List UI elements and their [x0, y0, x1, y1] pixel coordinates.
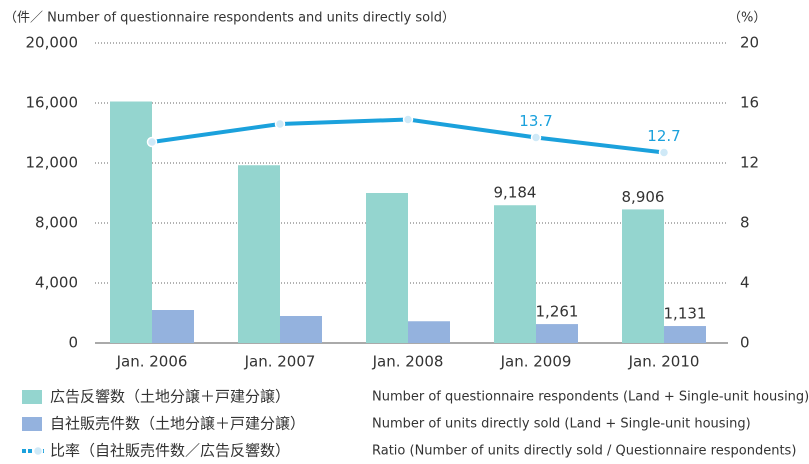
bar: [664, 326, 706, 343]
y-axis-label: （件／ Number of questionnaire respondents …: [4, 11, 455, 26]
x-tick-label: Jan. 2006: [116, 353, 188, 371]
y-tick-label: 4,000: [35, 274, 78, 292]
legend-swatch: [22, 390, 42, 404]
bar: [494, 205, 536, 343]
line-marker: [146, 136, 158, 148]
data-label: 13.7: [519, 112, 552, 130]
x-tick-label: Jan. 2010: [628, 353, 700, 371]
bar: [152, 310, 194, 343]
y-tick-label: 8,000: [35, 214, 78, 232]
legend-label: 自社販売件数（土地分譲＋戸建分譲）: [50, 415, 305, 433]
legend-label: Number of units directly sold (Land + Si…: [372, 417, 751, 432]
y2-tick-label: 12: [740, 154, 759, 172]
y2-tick-label: 20: [740, 34, 759, 52]
bar: [536, 324, 578, 343]
bar: [280, 316, 322, 343]
data-label: 1,261: [536, 303, 579, 321]
data-label: 8,906: [622, 188, 665, 206]
legend-swatch: [32, 445, 44, 457]
legend-label: 比率（自社販売件数／広告反響数）: [50, 442, 290, 460]
y-tick-label: 0: [68, 334, 78, 352]
y-tick-label: 12,000: [26, 154, 79, 172]
y-tick-label: 16,000: [26, 94, 79, 112]
data-label: 12.7: [647, 127, 680, 145]
line-marker: [402, 114, 414, 125]
bar: [238, 165, 280, 343]
line-marker: [274, 118, 286, 130]
bar: [622, 209, 664, 343]
line-marker: [658, 147, 670, 158]
bar: [366, 193, 408, 343]
y2-tick-label: 0: [740, 334, 750, 352]
legend-swatch: [22, 417, 42, 431]
legend-label: Ratio (Number of units directly sold / Q…: [372, 444, 796, 459]
y2-axis-label: （%）: [728, 11, 766, 26]
y2-tick-label: 16: [740, 94, 759, 112]
y-tick-label: 20,000: [26, 34, 79, 52]
x-tick-label: Jan. 2009: [500, 353, 572, 371]
legend-label: Number of questionnaire respondents (Lan…: [372, 390, 809, 405]
legend-label: 広告反響数（土地分譲＋戸建分譲）: [50, 388, 290, 406]
x-tick-label: Jan. 2008: [372, 353, 444, 371]
bar: [408, 321, 450, 343]
x-tick-label: Jan. 2007: [244, 353, 316, 371]
y2-tick-label: 4: [740, 274, 750, 292]
y2-tick-label: 8: [740, 214, 750, 232]
data-label: 1,131: [664, 305, 707, 323]
bar: [110, 101, 152, 343]
line-marker: [530, 132, 542, 143]
data-label: 9,184: [494, 184, 537, 202]
